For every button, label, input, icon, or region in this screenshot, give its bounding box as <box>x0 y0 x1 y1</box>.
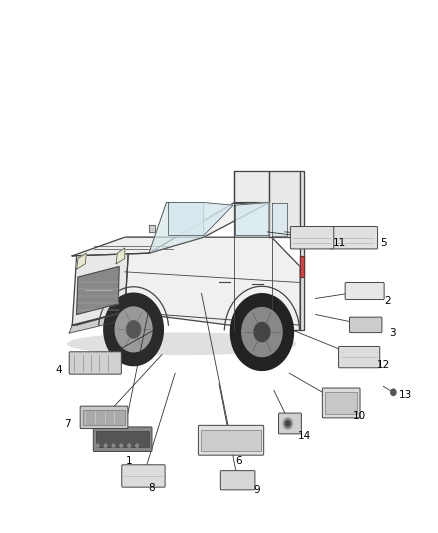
Text: 1: 1 <box>126 456 133 466</box>
FancyBboxPatch shape <box>330 227 378 249</box>
FancyBboxPatch shape <box>122 465 165 487</box>
Polygon shape <box>127 321 141 338</box>
Polygon shape <box>116 248 125 264</box>
Polygon shape <box>254 322 270 342</box>
Bar <box>201 430 261 451</box>
Polygon shape <box>77 266 119 314</box>
FancyBboxPatch shape <box>350 317 382 333</box>
FancyBboxPatch shape <box>345 282 384 300</box>
Text: 11: 11 <box>333 238 346 247</box>
Text: 7: 7 <box>64 419 71 429</box>
Polygon shape <box>230 294 293 370</box>
Polygon shape <box>125 237 300 330</box>
Text: 12: 12 <box>377 360 390 370</box>
Polygon shape <box>69 312 125 333</box>
FancyBboxPatch shape <box>80 406 128 429</box>
FancyBboxPatch shape <box>339 346 380 368</box>
Text: 13: 13 <box>399 391 412 400</box>
Text: 5: 5 <box>380 238 387 247</box>
Text: 6: 6 <box>235 456 242 466</box>
Text: 4: 4 <box>56 366 63 375</box>
Polygon shape <box>77 253 86 269</box>
Polygon shape <box>72 237 204 256</box>
Polygon shape <box>115 307 152 352</box>
Bar <box>96 431 149 447</box>
Circle shape <box>112 444 115 447</box>
Polygon shape <box>234 171 269 203</box>
Polygon shape <box>169 203 233 236</box>
Text: 14: 14 <box>298 431 311 441</box>
FancyBboxPatch shape <box>279 413 301 434</box>
Text: 2: 2 <box>384 296 391 306</box>
Circle shape <box>96 444 99 447</box>
FancyBboxPatch shape <box>220 471 255 490</box>
FancyBboxPatch shape <box>93 427 152 451</box>
Polygon shape <box>72 237 129 325</box>
Circle shape <box>128 444 131 447</box>
Text: 10: 10 <box>353 411 366 421</box>
Text: 9: 9 <box>253 486 260 495</box>
Text: 8: 8 <box>148 483 155 492</box>
FancyBboxPatch shape <box>290 227 334 249</box>
Bar <box>325 392 357 414</box>
Circle shape <box>391 389 396 395</box>
Polygon shape <box>300 256 304 277</box>
Circle shape <box>104 444 107 447</box>
FancyBboxPatch shape <box>198 425 264 455</box>
Polygon shape <box>72 312 125 325</box>
Circle shape <box>286 421 290 426</box>
Circle shape <box>283 418 292 429</box>
Polygon shape <box>149 203 204 253</box>
Bar <box>83 410 125 425</box>
Polygon shape <box>269 171 300 237</box>
Circle shape <box>120 444 123 447</box>
Ellipse shape <box>68 333 296 354</box>
Polygon shape <box>104 293 163 366</box>
FancyBboxPatch shape <box>322 388 360 418</box>
Polygon shape <box>149 203 269 253</box>
Polygon shape <box>236 203 269 236</box>
FancyBboxPatch shape <box>69 352 121 374</box>
Circle shape <box>136 444 138 447</box>
Polygon shape <box>272 203 287 236</box>
Polygon shape <box>300 171 304 330</box>
Polygon shape <box>149 225 155 232</box>
Polygon shape <box>242 308 282 357</box>
Text: 3: 3 <box>389 328 396 338</box>
